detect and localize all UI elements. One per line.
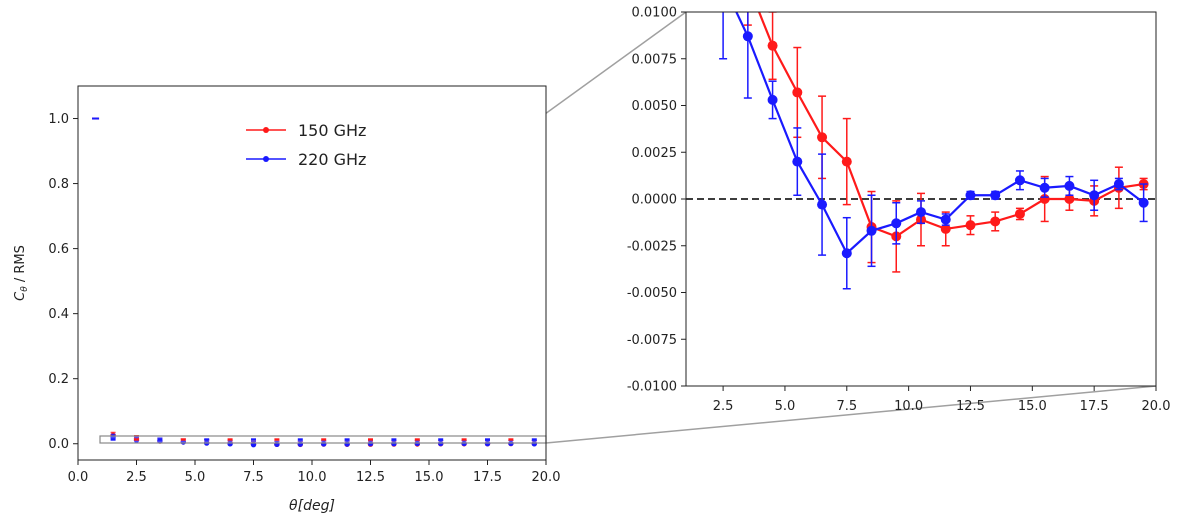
- data-point: [1138, 197, 1149, 208]
- x-axis-label: θ[deg]: [289, 498, 335, 513]
- y-tick-label: 0.2: [48, 372, 69, 387]
- data-point: [940, 214, 951, 225]
- data-point: [916, 207, 926, 218]
- y-tick-label: 0.0: [48, 437, 69, 452]
- inset-chart: 2.5 5.0 7.5 10.0 12.5 15.0 17.5 20.0 0.0100 0.007…: [627, 6, 1171, 415]
- x-tick-label: 0.0: [68, 470, 89, 485]
- inset-x-tick-label: 12.5: [956, 399, 985, 414]
- data-point: [1014, 175, 1025, 186]
- inset-x-tick-label: 2.5: [713, 399, 734, 414]
- legend-marker-220ghz: [263, 156, 269, 162]
- y-tick-label: 1.0: [48, 112, 69, 127]
- inset-y-tick-label: 0.0100: [632, 6, 678, 21]
- data-point: [391, 440, 397, 447]
- inset-y-tick-label: -0.0050: [627, 286, 677, 301]
- main-chart: 0.0 2.5 5.0 7.5 10.0 12.5 15.0 17.5 20.0 0.0 0.2 0.…: [13, 85, 560, 513]
- inset-x-tick-label: 5.0: [775, 399, 796, 414]
- legend: 150 GHz 220 GHz: [246, 121, 366, 169]
- inset-y-tick-label: 0.0050: [632, 99, 678, 114]
- inset-chart-frame: [685, 11, 1157, 387]
- data-point: [965, 220, 976, 231]
- legend-label-150ghz: 150 GHz: [298, 121, 366, 140]
- inset-x-tick-label: 20.0: [1142, 399, 1171, 414]
- inset-y-tick-label: -0.0100: [627, 380, 677, 395]
- data-point: [792, 87, 803, 98]
- data-point: [891, 218, 902, 229]
- data-point: [817, 199, 828, 210]
- x-tick-label: 2.5: [126, 470, 147, 485]
- y-tick-label: 0.8: [48, 177, 69, 192]
- x-tick-label: 10.0: [298, 470, 327, 485]
- data-point: [990, 190, 1001, 201]
- data-point: [1113, 179, 1124, 190]
- data-point: [792, 156, 803, 167]
- data-point: [1039, 182, 1050, 193]
- data-point: [1064, 180, 1075, 191]
- inset-x-tick-label: 15.0: [1018, 399, 1047, 414]
- legend-label-220ghz: 220 GHz: [298, 150, 366, 169]
- inset-x-tick-label: 7.5: [836, 399, 857, 414]
- inset-x-tick-label: 10.0: [894, 399, 923, 414]
- inset-series-220ghz: [719, 12, 1149, 290]
- y-axis-label: Cθ / RMS: [13, 245, 30, 301]
- x-tick-label: 5.0: [185, 470, 206, 485]
- inset-y-tick-label: -0.0025: [627, 239, 677, 254]
- data-point: [990, 216, 1001, 227]
- data-point: [1064, 194, 1075, 204]
- x-tick-label: 7.5: [243, 470, 264, 485]
- legend-marker-150ghz: [263, 127, 269, 133]
- inset-y-tick-label: 0.0075: [632, 52, 678, 67]
- inset-chart-ticks: 2.5 5.0 7.5 10.0 12.5 15.0 17.5 20.0 0.0100 0.007…: [627, 6, 1171, 415]
- main-chart-ticks: 0.0 2.5 5.0 7.5 10.0 12.5 15.0 17.5 20.0 0.0 0.2 0.…: [48, 112, 560, 485]
- inset-chart-plot-area: [719, 12, 1149, 290]
- x-tick-label: 17.5: [473, 470, 502, 485]
- data-point: [866, 225, 877, 236]
- data-point: [841, 248, 852, 259]
- inset-x-tick-label: 17.5: [1080, 399, 1109, 414]
- y-tick-label: 0.4: [48, 307, 69, 322]
- x-tick-label: 15.0: [415, 470, 444, 485]
- data-point: [484, 440, 491, 447]
- data-point: [817, 132, 828, 143]
- data-point: [940, 223, 951, 234]
- inset-y-tick-label: -0.0075: [627, 333, 677, 348]
- data-point: [965, 190, 976, 201]
- y-tick-label: 0.6: [48, 242, 69, 257]
- data-point: [367, 440, 374, 447]
- x-tick-label: 12.5: [356, 470, 385, 485]
- main-chart-background: [78, 86, 546, 460]
- data-point: [767, 94, 778, 105]
- data-point: [1089, 190, 1100, 201]
- x-tick-label: 20.0: [532, 470, 561, 485]
- data-point: [841, 156, 852, 167]
- inset-y-tick-label: 0.0025: [632, 146, 678, 161]
- data-point: [767, 40, 778, 51]
- data-point: [742, 31, 753, 42]
- zoom-connector-bottom: [545, 385, 1157, 444]
- inset-y-tick-label: 0.0000: [632, 193, 678, 208]
- main-chart-frame: [77, 85, 547, 461]
- data-point: [1014, 208, 1025, 219]
